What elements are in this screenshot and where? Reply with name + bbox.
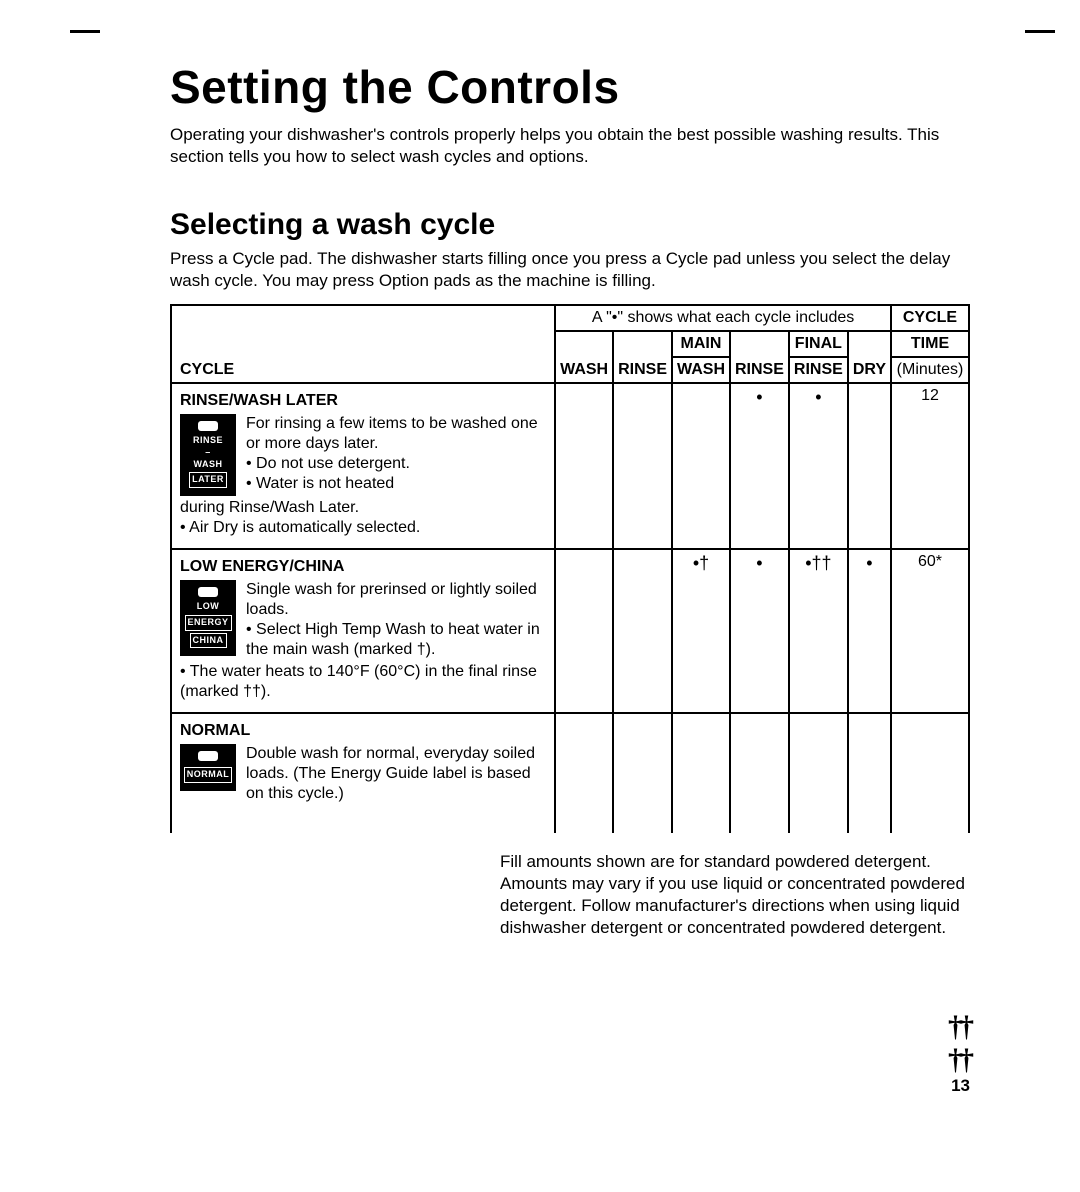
cycle-pad-icon: RINSE – WASH LATER [180, 414, 236, 496]
bullet: Do not use detergent. [246, 455, 410, 472]
pad-line: LOW [197, 601, 220, 613]
hdr-final-rinse: RINSE [789, 357, 848, 383]
section-title: Selecting a wash cycle [170, 208, 970, 242]
col-cycle: CYCLE [171, 305, 555, 383]
after-line: during Rinse/Wash Later. [180, 499, 359, 516]
hdr-dry: DRY [848, 331, 891, 383]
cycle-title: NORMAL [180, 722, 546, 740]
hdr-final: FINAL [789, 331, 848, 357]
table-note: A "•" shows what each cycle includes [555, 305, 891, 331]
hdr-main-wash: WASH [672, 357, 730, 383]
pad-line: CHINA [190, 633, 227, 649]
mark-dry: • [848, 549, 891, 713]
hdr-minutes: (Minutes) [891, 357, 969, 383]
mark-main-wash: •† [672, 549, 730, 713]
page-title: Setting the Controls [170, 60, 970, 114]
hdr-wash: WASH [555, 331, 613, 383]
hdr-cycle-time-1: CYCLE [891, 305, 969, 331]
mark-wash [555, 383, 613, 549]
mark-rinse1 [613, 549, 672, 713]
mark-rinse1 [613, 383, 672, 549]
pad-line: WASH [194, 459, 223, 471]
page-number: 13 [170, 1076, 970, 1096]
mark-main-wash [672, 383, 730, 549]
footnote-text: Fill amounts shown are for standard powd… [500, 851, 970, 939]
bullet: Air Dry is automatically selected. [180, 519, 420, 536]
cycle-time: 60* [891, 549, 969, 713]
crop-mark-right [1025, 30, 1055, 33]
hdr-rinse1: RINSE [613, 331, 672, 383]
mark-rinse1 [613, 713, 672, 833]
mark-wash [555, 549, 613, 713]
cycle-pad-icon: NORMAL [180, 744, 236, 791]
hdr-rinse2: RINSE [730, 331, 789, 383]
desc-text: For rinsing a few items to be washed one… [246, 415, 538, 452]
cycle-time: 12 [891, 383, 969, 549]
desc-text: Double wash for normal, everyday soiled … [246, 745, 535, 802]
cycle-time [891, 713, 969, 833]
pad-line: RINSE [193, 435, 223, 447]
intro-text: Operating your dishwasher's controls pro… [170, 124, 970, 168]
hdr-main: MAIN [672, 331, 730, 357]
cycle-description: Double wash for normal, everyday soiled … [246, 744, 546, 804]
bullet: The water heats to 140°F (60°C) in the f… [180, 663, 537, 700]
mark-dry [848, 713, 891, 833]
mark-final-rinse: • [789, 383, 848, 549]
cycle-row-normal: NORMAL NORMAL Double wash for normal, ev… [171, 713, 969, 833]
mark-rinse2: • [730, 383, 789, 549]
hdr-cycle-time-2: TIME [891, 331, 969, 357]
mark-final-rinse: •†† [789, 549, 848, 713]
cycle-table: CYCLE A "•" shows what each cycle includ… [170, 304, 970, 833]
dagger-icon: †† [170, 1010, 970, 1043]
mark-rinse2 [730, 713, 789, 833]
mark-main-wash [672, 713, 730, 833]
bullet: Select High Temp Wash to heat water in t… [246, 621, 540, 658]
cycle-pad-icon: LOW ENERGY CHINA [180, 580, 236, 656]
cycle-description: Single wash for prerinsed or lightly soi… [246, 580, 546, 660]
cycle-title: LOW ENERGY/CHINA [180, 558, 546, 576]
page-footer: †† †† 13 [170, 1010, 970, 1096]
cycle-row-rinse-wash-later: RINSE/WASH LATER RINSE – WASH LATER For … [171, 383, 969, 549]
cycle-after: The water heats to 140°F (60°C) in the f… [180, 662, 546, 702]
pad-line: – [205, 447, 211, 459]
pad-line: ENERGY [185, 615, 232, 631]
pad-line: LATER [189, 472, 227, 488]
cycle-after: during Rinse/Wash Later. Air Dry is auto… [180, 498, 546, 538]
mark-rinse2: • [730, 549, 789, 713]
dagger-icon: †† [170, 1043, 970, 1076]
desc-text: Single wash for prerinsed or lightly soi… [246, 581, 537, 618]
mark-dry [848, 383, 891, 549]
bullet: Water is not heated [246, 475, 394, 492]
cycle-row-low-energy-china: LOW ENERGY/CHINA LOW ENERGY CHINA Single… [171, 549, 969, 713]
mark-wash [555, 713, 613, 833]
pad-line: NORMAL [184, 767, 233, 783]
cycle-title: RINSE/WASH LATER [180, 392, 546, 410]
mark-final-rinse [789, 713, 848, 833]
section-intro: Press a Cycle pad. The dishwasher starts… [170, 248, 970, 292]
crop-mark-left [70, 30, 100, 33]
cycle-description: For rinsing a few items to be washed one… [246, 414, 546, 494]
